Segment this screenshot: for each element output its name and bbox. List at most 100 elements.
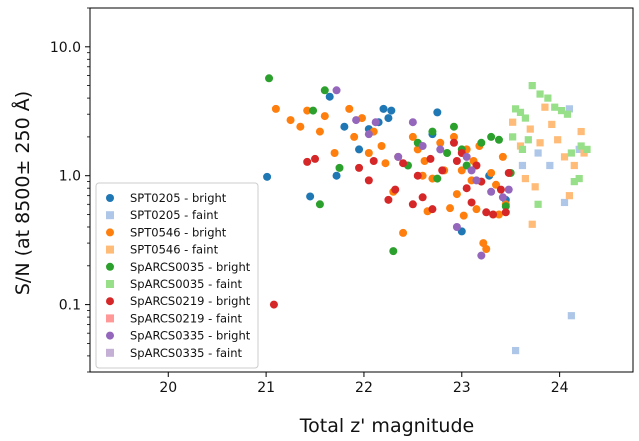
data-point-series-6-11 — [418, 193, 427, 202]
data-point-series-6-19 — [467, 198, 476, 207]
data-point-series-6-6 — [384, 195, 393, 204]
data-point-series-8-0 — [332, 86, 341, 95]
data-point-series-6-12 — [426, 154, 435, 163]
data-point-series-1-0 — [511, 346, 520, 355]
data-point-series-6-0 — [269, 300, 278, 309]
data-point-series-3-8 — [554, 136, 562, 144]
data-point-series-4-8 — [428, 127, 437, 136]
data-point-series-6-10 — [413, 171, 422, 180]
data-point-series-4-0 — [265, 74, 274, 83]
data-point-series-8-8 — [452, 222, 461, 231]
data-point-series-6-3 — [355, 163, 364, 172]
data-point-series-6-24 — [496, 185, 505, 194]
data-point-series-4-11 — [449, 122, 458, 131]
data-point-series-8-6 — [418, 141, 427, 150]
data-point-series-0-0 — [263, 172, 272, 181]
data-point-series-2-39 — [494, 210, 503, 219]
data-point-series-2-2 — [296, 122, 305, 131]
data-point-series-4-3 — [320, 86, 329, 95]
data-point-series-3-0 — [509, 118, 517, 126]
data-point-series-2-1 — [286, 116, 295, 125]
data-point-series-5-4 — [534, 200, 542, 208]
data-point-series-5-8 — [557, 106, 566, 115]
legend-marker-5 — [106, 280, 114, 288]
data-point-series-5-15 — [509, 133, 517, 141]
data-point-series-8-4 — [394, 152, 403, 161]
data-point-series-8-10 — [467, 166, 476, 175]
data-point-series-5-14 — [583, 145, 591, 153]
data-point-series-3-13 — [580, 149, 588, 157]
data-point-series-2-23 — [436, 138, 445, 147]
data-point-series-5-1 — [516, 108, 525, 116]
data-point-series-3-5 — [536, 139, 544, 147]
data-point-series-5-3 — [528, 82, 536, 90]
data-point-series-6-20 — [472, 161, 481, 170]
legend-label-2: SPT0546 - bright — [130, 225, 227, 239]
data-point-series-3-11 — [570, 161, 578, 170]
data-point-series-2-8 — [350, 132, 359, 141]
legend-label-4: SpARCS0035 - bright — [130, 260, 251, 274]
data-point-series-3-9 — [560, 153, 569, 161]
data-point-series-2-4 — [315, 127, 324, 136]
data-point-series-4-9 — [433, 174, 442, 183]
data-point-series-1-6 — [518, 161, 527, 170]
data-point-series-6-15 — [449, 138, 458, 147]
data-point-series-8-7 — [436, 145, 445, 154]
legend-marker-3 — [106, 245, 114, 254]
legend-marker-9 — [106, 348, 114, 357]
data-point-series-6-5 — [369, 157, 378, 166]
data-point-series-2-5 — [320, 112, 329, 121]
legend-label-0: SPT0205 - bright — [130, 191, 227, 205]
data-point-series-5-7 — [551, 103, 559, 111]
data-point-series-3-7 — [548, 120, 556, 129]
data-point-series-3-3 — [528, 220, 536, 228]
data-point-series-2-0 — [271, 104, 280, 113]
legend-label-5: SpARCS0035 - faint — [130, 277, 243, 291]
data-point-series-4-15 — [487, 132, 496, 141]
x-axis-label: Total z' magnitude — [299, 415, 474, 437]
y-axis-label: S/N (at 8500± 250 Å) — [11, 91, 34, 295]
data-point-series-8-3 — [371, 118, 380, 127]
legend-marker-8 — [106, 331, 114, 340]
data-point-series-2-25 — [446, 204, 455, 213]
data-point-series-5-12 — [575, 174, 583, 183]
data-point-series-8-9 — [462, 152, 471, 161]
data-point-series-2-6 — [330, 149, 339, 158]
x-tick-label-1: 21 — [257, 380, 275, 396]
data-point-series-8-13 — [487, 187, 496, 196]
data-point-series-1-2 — [565, 105, 574, 113]
x-axis-ticks: 20 21 22 23 24 — [159, 372, 569, 396]
data-point-series-3-10 — [565, 192, 574, 200]
data-point-series-2-3 — [303, 106, 312, 115]
legend-label-3: SPT0546 - faint — [130, 243, 219, 257]
data-point-series-6-25 — [501, 208, 510, 217]
data-point-series-4-16 — [494, 135, 503, 144]
data-point-series-5-2 — [521, 114, 529, 122]
legend-label-8: SpARCS0335 - bright — [130, 329, 251, 343]
legend-marker-4 — [106, 262, 114, 271]
data-point-series-8-15 — [504, 185, 513, 194]
data-point-series-6-16 — [452, 157, 461, 166]
data-point-series-8-2 — [364, 130, 373, 139]
y-tick-label-0: 0.1 — [59, 298, 81, 314]
data-point-series-0-4 — [340, 122, 349, 131]
data-point-series-3-12 — [577, 127, 585, 136]
data-point-series-2-7 — [345, 104, 354, 113]
data-point-series-4-10 — [443, 149, 452, 158]
y-tick-label-1: 1.0 — [59, 169, 81, 185]
data-point-series-6-4 — [364, 176, 373, 185]
data-point-series-6-7 — [391, 185, 400, 194]
data-point-series-5-9 — [563, 110, 572, 118]
data-point-series-6-2 — [311, 154, 320, 163]
legend-marker-2 — [106, 228, 114, 237]
data-point-series-2-10 — [364, 149, 373, 158]
data-point-series-8-11 — [472, 176, 481, 185]
data-point-series-6-1 — [303, 157, 312, 166]
data-point-series-2-17 — [408, 132, 417, 141]
data-point-series-2-29 — [459, 211, 468, 220]
x-tick-label-2: 22 — [355, 380, 373, 396]
data-point-series-8-14 — [498, 193, 507, 202]
data-point-series-2-40 — [498, 152, 507, 161]
y-tick-label-2: 10.0 — [50, 40, 81, 56]
data-point-series-5-6 — [544, 94, 552, 102]
